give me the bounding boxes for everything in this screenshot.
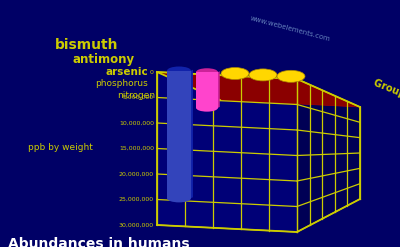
Text: 25,000,000: 25,000,000 xyxy=(119,197,154,202)
Text: nitrogen: nitrogen xyxy=(117,90,155,100)
Text: 15,000,000: 15,000,000 xyxy=(119,146,154,151)
Polygon shape xyxy=(157,72,360,107)
Text: 10,000,000: 10,000,000 xyxy=(119,121,154,125)
Text: 30,000,000: 30,000,000 xyxy=(119,223,154,227)
Polygon shape xyxy=(297,79,360,232)
Polygon shape xyxy=(191,70,193,198)
Text: bismuth: bismuth xyxy=(54,38,118,52)
Polygon shape xyxy=(196,72,218,108)
Text: 0: 0 xyxy=(150,69,154,75)
Ellipse shape xyxy=(167,66,191,75)
Ellipse shape xyxy=(221,67,249,80)
Text: www.webelements.com: www.webelements.com xyxy=(249,15,331,42)
Text: antimony: antimony xyxy=(73,53,135,65)
Text: arsenic: arsenic xyxy=(105,67,148,77)
Ellipse shape xyxy=(196,104,218,112)
Polygon shape xyxy=(218,71,220,108)
Ellipse shape xyxy=(167,194,191,202)
Text: ppb by weight: ppb by weight xyxy=(28,143,92,151)
Ellipse shape xyxy=(196,68,218,76)
Text: phosphorus: phosphorus xyxy=(95,80,148,88)
Ellipse shape xyxy=(277,70,305,82)
Polygon shape xyxy=(167,71,191,198)
Text: Abundances in humans: Abundances in humans xyxy=(8,237,190,247)
Text: 20,000,000: 20,000,000 xyxy=(119,171,154,177)
Polygon shape xyxy=(157,72,297,232)
Text: Group 15: Group 15 xyxy=(372,78,400,106)
Text: 5,000,000: 5,000,000 xyxy=(123,95,154,100)
Ellipse shape xyxy=(249,69,277,81)
